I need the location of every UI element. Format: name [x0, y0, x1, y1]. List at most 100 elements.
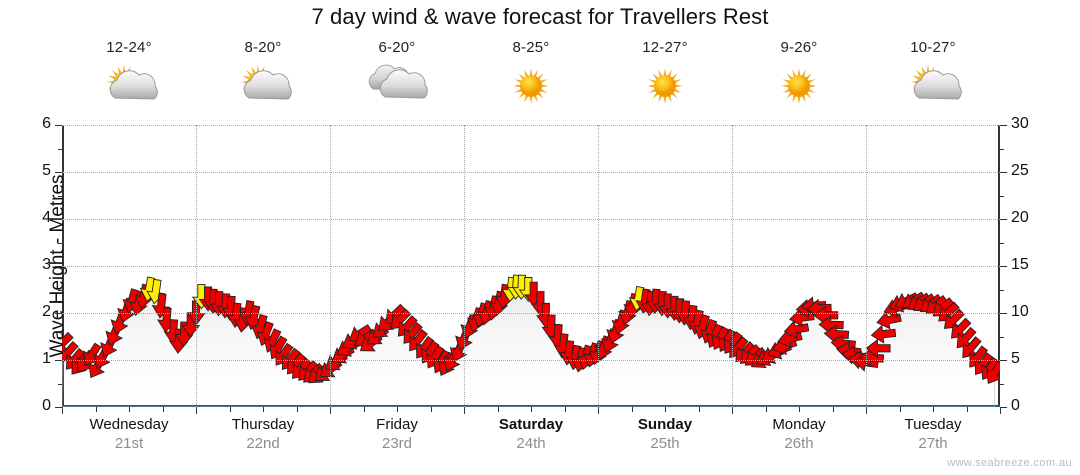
axis-tick: [55, 172, 62, 173]
x-axis-tick-minor: [899, 407, 901, 412]
wind-arrow: [969, 345, 989, 368]
wind-arrow: [606, 318, 625, 344]
wind-arrow: [366, 325, 390, 345]
wind-arrow: [134, 283, 154, 310]
wind-arrow: [524, 281, 544, 307]
x-axis-tick: [196, 407, 197, 414]
wind-arrow: [256, 321, 275, 347]
x-axis-tick: [732, 407, 733, 414]
wind-arrow: [174, 321, 194, 347]
wind-arrow: [83, 342, 102, 367]
wind-arrow: [718, 328, 737, 353]
gridline-day-divider: [464, 125, 465, 407]
temperature-range: 12-27°: [642, 39, 688, 56]
x-axis-tick-minor: [430, 407, 432, 412]
gridline-day-divider: [196, 125, 197, 407]
x-axis-tick: [62, 407, 63, 414]
wind-arrow: [308, 363, 331, 384]
day-header-sunday: 12-27°: [598, 36, 732, 122]
day-footer-tuesday: Tuesday 27th: [866, 416, 1000, 452]
wind-arrow: [670, 298, 690, 324]
wind-arrow: [974, 352, 994, 376]
day-header-monday: 9-26°: [732, 36, 866, 122]
x-axis-tick-minor: [162, 407, 164, 412]
right-axis-tick-label: 15: [1011, 256, 1029, 273]
wind-arrow: [421, 340, 440, 364]
wind-arrow: [139, 276, 159, 303]
wind-arrow: [287, 352, 307, 375]
day-footer-sunday: Sunday 25th: [598, 416, 732, 452]
day-header-wednesday: 12-24°: [62, 36, 196, 122]
wind-arrow: [950, 317, 972, 339]
axis-tick-minor: [1000, 336, 1004, 338]
x-axis-tick-minor: [765, 407, 767, 412]
day-name: Friday: [376, 416, 418, 433]
day-footer-friday: Friday 23rd: [330, 416, 464, 452]
gridline-day-divider: [330, 125, 331, 407]
cloudy-icon: [365, 60, 429, 112]
wind-arrow: [835, 341, 862, 361]
axis-tick-minor: [1000, 195, 1004, 197]
wind-arrow: [460, 314, 479, 340]
wind-arrow: [841, 345, 867, 365]
wind-arrow: [901, 291, 926, 310]
wind-arrow: [331, 345, 355, 364]
x-axis-tick: [598, 407, 599, 414]
wind-arrow: [783, 320, 810, 339]
right-axis-tick-label: 5: [1011, 350, 1020, 367]
x-axis-tick-minor: [229, 407, 231, 412]
temperature-range: 8-25°: [512, 39, 550, 56]
wind-arrow: [870, 324, 897, 344]
wind-arrow: [221, 295, 241, 322]
wind-arrow: [925, 295, 949, 314]
day-date: 22nd: [246, 435, 280, 452]
x-axis-tick-minor: [799, 407, 800, 412]
wind-arrow: [512, 274, 532, 300]
gridline-horizontal: [62, 219, 1000, 220]
sunny-icon: [499, 60, 563, 112]
x-axis-tick-minor: [531, 407, 532, 412]
wind-arrow: [518, 277, 538, 303]
wind-arrow: [711, 325, 730, 351]
wind-arrow: [883, 299, 909, 318]
page-title: 7 day wind & wave forecast for Traveller…: [311, 4, 769, 29]
day-name: Tuesday: [904, 416, 962, 433]
x-axis-tick-minor: [497, 407, 499, 412]
wind-arrow: [390, 308, 412, 330]
wind-arrow: [553, 333, 573, 359]
wind-arrow: [601, 328, 620, 354]
wind-arrow: [628, 285, 648, 312]
axis-tick: [1000, 219, 1007, 220]
wind-arrow: [156, 307, 176, 333]
day-date: 21st: [114, 435, 144, 452]
wind-arrow: [795, 298, 822, 318]
wind-arrow: [858, 348, 885, 368]
day-header-tuesday: 10-27°: [866, 36, 1000, 122]
axis-tick: [1000, 313, 1007, 314]
left-axis-tick-label: 0: [42, 397, 51, 414]
wind-arrow: [565, 344, 585, 371]
wind-arrow: [735, 341, 756, 363]
wind-arrow: [594, 335, 613, 361]
day-date: 23rd: [381, 435, 413, 452]
axis-tick-minor: [1000, 242, 1004, 244]
wind-arrow: [693, 314, 712, 340]
wind-arrow: [536, 302, 556, 329]
wind-arrow: [341, 331, 366, 350]
wind-arrow: [919, 293, 943, 313]
wind-arrow: [354, 328, 378, 347]
axis-tick: [55, 219, 62, 220]
wind-arrow: [100, 332, 118, 358]
left-axis-tick-label: 3: [42, 256, 51, 273]
wind-arrow: [122, 288, 141, 314]
x-axis-tick-minor: [832, 407, 834, 412]
wind-arrow: [71, 352, 91, 375]
wind-arrow: [397, 315, 418, 337]
wind-arrow: [146, 278, 166, 305]
wind-arrow: [472, 302, 491, 328]
axis-tick: [1000, 360, 1007, 361]
wind-arrow: [755, 347, 780, 367]
day-footer-thursday: Thursday 22nd: [196, 416, 330, 452]
gridline-horizontal: [62, 360, 1000, 361]
